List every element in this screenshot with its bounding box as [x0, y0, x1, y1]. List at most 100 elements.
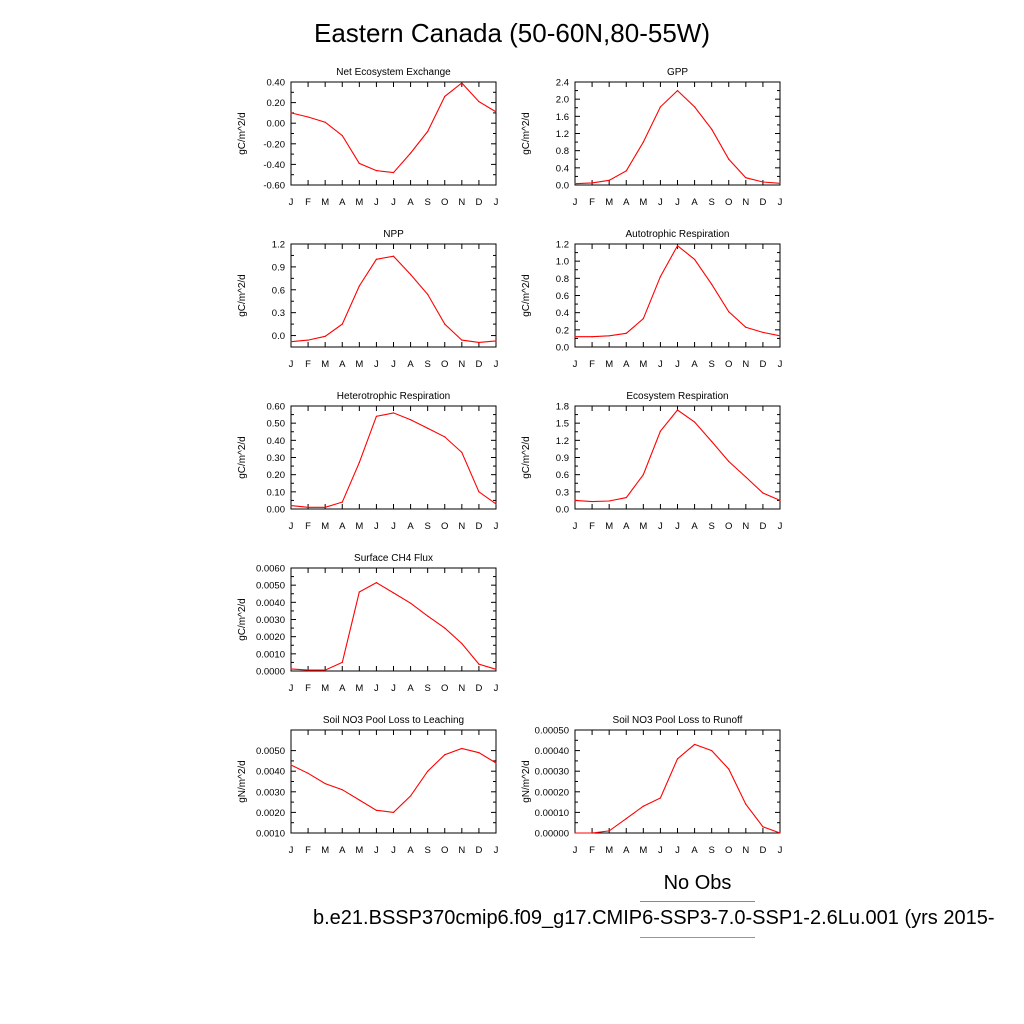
- y-axis-label: gC/m^2/d: [237, 112, 248, 155]
- x-tick-label: J: [391, 845, 396, 856]
- data-point: [290, 112, 292, 114]
- x-tick-label: A: [623, 845, 630, 856]
- panel-title: Heterotrophic Respiration: [337, 391, 450, 402]
- data-point: [392, 255, 395, 257]
- data-point: [591, 832, 593, 834]
- x-tick-label: A: [407, 845, 414, 856]
- x-tick-label: M: [321, 683, 329, 694]
- y-tick-label: 0.0040: [256, 598, 285, 609]
- series-line: [290, 747, 497, 813]
- data-point: [427, 293, 429, 295]
- data-point: [375, 415, 378, 417]
- x-tick-label: D: [475, 683, 482, 694]
- x-tick-label: J: [675, 845, 680, 856]
- data-point: [290, 668, 292, 670]
- data-point: [779, 499, 781, 502]
- y-tick-label: 0.0020: [256, 632, 285, 643]
- x-tick-label: J: [675, 521, 680, 532]
- y-tick-label: -0.40: [263, 160, 285, 171]
- data-point: [642, 474, 644, 476]
- x-tick-label: A: [691, 197, 698, 208]
- data-point: [495, 340, 497, 342]
- data-point: [608, 500, 610, 502]
- data-point: [625, 332, 627, 334]
- x-tick-label: M: [355, 359, 363, 370]
- data-point: [762, 492, 764, 494]
- x-tick-label: J: [494, 845, 499, 856]
- data-point: [324, 335, 326, 337]
- y-tick-label: 0.40: [267, 78, 286, 89]
- data-point: [341, 134, 343, 137]
- data-point: [409, 795, 412, 797]
- data-point: [659, 797, 662, 799]
- plot-frame: [290, 81, 497, 186]
- x-tick-label: J: [573, 197, 578, 208]
- y-tick-label: 0.50: [267, 419, 286, 430]
- data-point: [324, 669, 326, 671]
- x-tick-label: O: [725, 521, 732, 532]
- x-tick-label: A: [623, 197, 630, 208]
- data-point: [625, 496, 627, 499]
- data-point: [307, 772, 309, 774]
- x-tick-label: J: [778, 197, 783, 208]
- x-tick-label: M: [639, 359, 647, 370]
- y-tick-label: 0.20: [267, 470, 286, 481]
- y-tick-label: 0.00030: [535, 767, 569, 778]
- plot-frame: [574, 243, 781, 348]
- legend-model-line: [640, 937, 755, 938]
- y-tick-label: 0.4: [556, 163, 569, 174]
- data-point: [495, 111, 497, 113]
- data-point: [358, 162, 360, 164]
- data-point: [358, 462, 360, 464]
- chart-panel: Surface CH4 Flux gC/m^2/d 0.0060 0.0050 0.00…: [237, 553, 499, 694]
- chart-panel: Autotrophic Respiration gC/m^2/d 1.2 1.0 0.8…: [521, 229, 783, 370]
- panel-title: Ecosystem Respiration: [626, 391, 728, 402]
- y-tick-label: 0.00010: [535, 808, 569, 819]
- x-tick-label: J: [374, 683, 379, 694]
- y-tick-label: 0.3: [556, 487, 569, 498]
- y-tick-label: 1.2: [556, 240, 569, 251]
- x-tick-label: M: [321, 845, 329, 856]
- data-point: [745, 476, 747, 478]
- x-tick-label: J: [675, 359, 680, 370]
- data-point: [341, 323, 343, 325]
- y-tick-label: 0.0030: [256, 787, 285, 798]
- data-point: [745, 326, 747, 328]
- data-point: [409, 152, 412, 154]
- data-point: [461, 747, 463, 750]
- data-point: [642, 805, 644, 807]
- series-line: [290, 82, 497, 174]
- y-tick-label: -0.60: [263, 181, 285, 192]
- x-tick-label: M: [605, 521, 613, 532]
- data-point: [375, 809, 378, 811]
- x-tick-label: J: [573, 521, 578, 532]
- y-tick-label: 0.20: [267, 98, 286, 109]
- y-axis-label: gN/m^2/d: [237, 760, 248, 803]
- data-point: [307, 339, 309, 341]
- x-tick-label: S: [708, 359, 714, 370]
- y-tick-label: 0.0060: [256, 564, 285, 575]
- y-tick-label: 2.4: [556, 78, 569, 89]
- x-tick-label: J: [289, 845, 294, 856]
- data-point: [625, 817, 627, 820]
- x-tick-label: D: [475, 197, 482, 208]
- x-tick-label: F: [589, 845, 595, 856]
- y-tick-label: 0.0010: [256, 829, 285, 840]
- data-point: [375, 169, 378, 172]
- data-point: [574, 499, 576, 502]
- data-point: [341, 501, 343, 503]
- x-tick-label: O: [441, 845, 448, 856]
- data-point: [375, 258, 378, 260]
- panel-title: Soil NO3 Pool Loss to Runoff: [613, 715, 743, 726]
- data-point: [427, 615, 429, 617]
- x-tick-label: J: [494, 359, 499, 370]
- x-tick-label: F: [589, 197, 595, 208]
- y-tick-label: 0.6: [556, 470, 569, 481]
- x-tick-label: N: [458, 845, 465, 856]
- panel-title: GPP: [667, 67, 688, 78]
- x-tick-label: J: [494, 197, 499, 208]
- x-tick-label: D: [759, 359, 766, 370]
- data-point: [762, 181, 764, 183]
- data-point: [478, 100, 480, 103]
